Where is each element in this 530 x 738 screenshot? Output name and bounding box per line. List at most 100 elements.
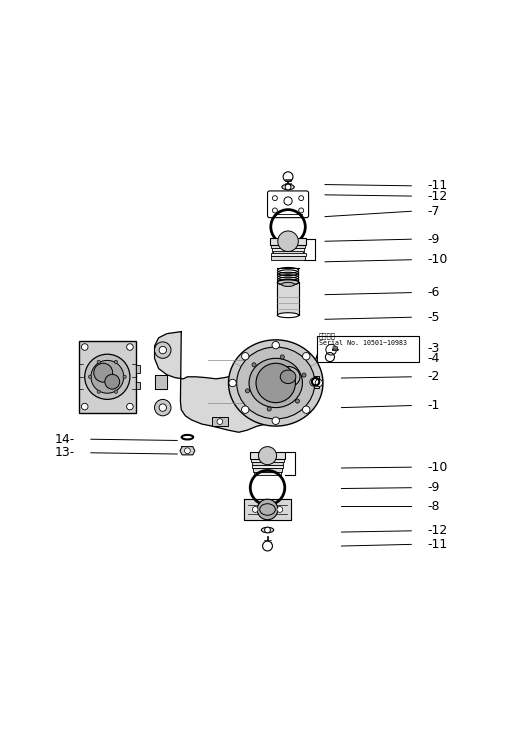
Bar <box>273 251 303 255</box>
Text: -5: -5 <box>428 311 440 324</box>
Text: -12: -12 <box>428 524 448 537</box>
Circle shape <box>262 541 272 551</box>
Circle shape <box>159 404 166 411</box>
Circle shape <box>259 446 277 465</box>
Text: -11: -11 <box>428 179 448 193</box>
Text: -4: -4 <box>428 352 440 365</box>
Bar <box>271 256 305 260</box>
Ellipse shape <box>282 184 294 190</box>
Circle shape <box>315 379 323 387</box>
Circle shape <box>114 360 118 364</box>
Polygon shape <box>277 283 299 315</box>
Circle shape <box>127 403 133 410</box>
Circle shape <box>229 379 236 387</box>
Circle shape <box>285 184 291 190</box>
Ellipse shape <box>332 348 338 351</box>
Bar <box>252 465 282 469</box>
Bar <box>270 238 306 245</box>
Ellipse shape <box>237 347 315 419</box>
Circle shape <box>303 353 310 360</box>
Polygon shape <box>180 446 195 455</box>
Bar <box>273 366 304 378</box>
Bar <box>271 245 305 248</box>
Ellipse shape <box>333 349 338 351</box>
Circle shape <box>155 342 171 359</box>
Circle shape <box>302 373 306 377</box>
Circle shape <box>114 390 118 393</box>
Circle shape <box>155 399 171 415</box>
Circle shape <box>105 374 120 389</box>
Bar <box>78 341 136 413</box>
Text: -10: -10 <box>428 253 448 266</box>
Bar <box>136 365 140 373</box>
Circle shape <box>85 354 130 399</box>
Circle shape <box>272 417 279 424</box>
Circle shape <box>184 448 190 454</box>
Circle shape <box>257 499 278 520</box>
Ellipse shape <box>276 367 300 387</box>
Bar <box>253 469 282 472</box>
Text: -6: -6 <box>428 286 440 299</box>
Text: -12: -12 <box>428 190 448 202</box>
Circle shape <box>295 399 299 403</box>
Circle shape <box>272 208 277 213</box>
Circle shape <box>256 363 295 403</box>
Ellipse shape <box>332 348 338 351</box>
Text: 14-: 14- <box>54 432 74 446</box>
Circle shape <box>127 344 133 351</box>
Circle shape <box>94 363 113 382</box>
Circle shape <box>245 389 250 393</box>
Text: -9: -9 <box>428 232 440 246</box>
Circle shape <box>97 360 100 364</box>
Circle shape <box>264 527 270 533</box>
Circle shape <box>242 353 249 360</box>
Ellipse shape <box>281 283 295 286</box>
Circle shape <box>82 403 88 410</box>
Circle shape <box>123 375 126 379</box>
FancyBboxPatch shape <box>268 191 308 218</box>
Ellipse shape <box>333 346 338 348</box>
Bar <box>271 241 305 244</box>
Circle shape <box>272 342 279 349</box>
Bar <box>317 336 420 362</box>
Circle shape <box>326 345 337 355</box>
Bar <box>251 458 284 462</box>
Bar <box>253 472 281 475</box>
Circle shape <box>272 196 277 201</box>
Circle shape <box>277 506 282 512</box>
Circle shape <box>242 406 249 413</box>
Text: 適用号笑: 適用号笑 <box>319 332 336 339</box>
Circle shape <box>91 360 123 393</box>
Ellipse shape <box>277 280 299 285</box>
Text: -1: -1 <box>428 399 440 412</box>
Circle shape <box>217 418 223 424</box>
Circle shape <box>159 346 166 354</box>
Circle shape <box>280 355 284 359</box>
Circle shape <box>310 378 318 386</box>
Text: -8: -8 <box>428 500 440 513</box>
Ellipse shape <box>249 359 303 407</box>
Text: -10: -10 <box>428 461 448 474</box>
Ellipse shape <box>280 370 296 384</box>
Polygon shape <box>244 499 291 520</box>
Circle shape <box>97 390 100 393</box>
Bar <box>136 382 140 389</box>
Circle shape <box>299 196 304 201</box>
Bar <box>273 365 304 377</box>
Circle shape <box>82 344 88 351</box>
Bar <box>271 253 305 256</box>
Bar <box>272 248 304 252</box>
Circle shape <box>283 172 293 182</box>
Circle shape <box>252 506 258 512</box>
Circle shape <box>299 208 304 213</box>
Ellipse shape <box>333 348 338 349</box>
Ellipse shape <box>228 339 323 426</box>
Text: -3: -3 <box>428 342 440 354</box>
Polygon shape <box>155 331 319 432</box>
Text: -2: -2 <box>428 370 440 383</box>
Bar <box>212 417 228 426</box>
Polygon shape <box>155 375 167 389</box>
Bar <box>252 462 284 465</box>
Circle shape <box>278 231 298 252</box>
Ellipse shape <box>277 313 299 317</box>
